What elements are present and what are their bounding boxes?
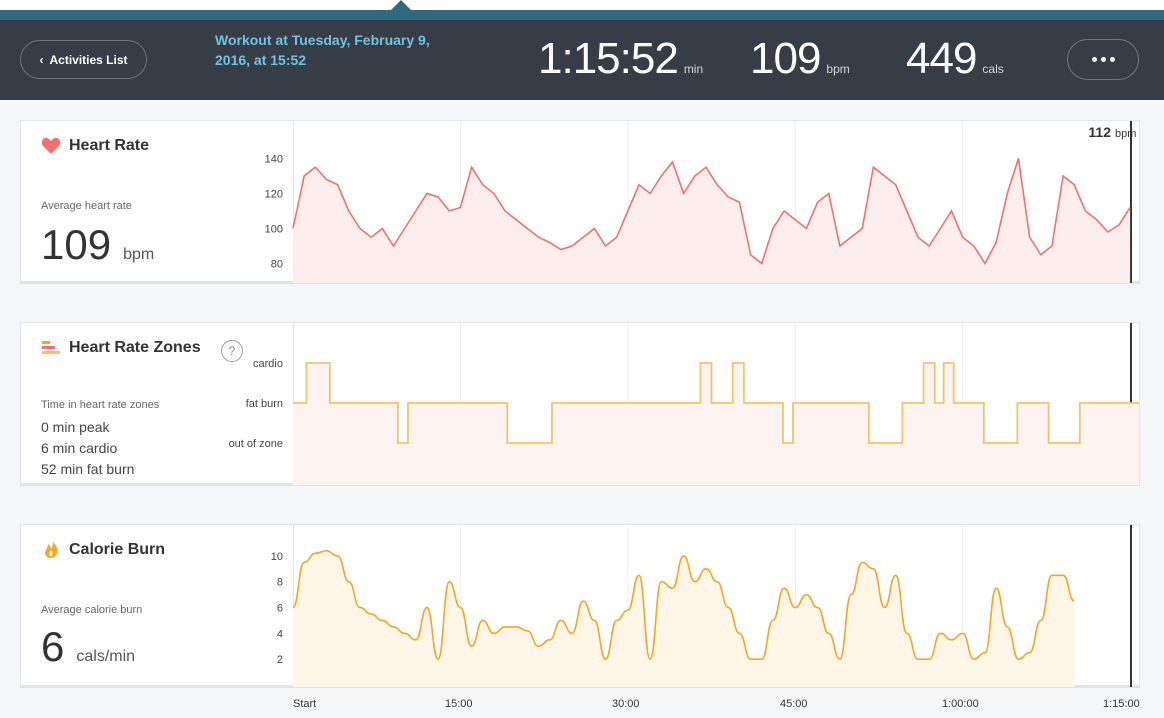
zones-label: Time in heart rate zones: [41, 399, 160, 411]
series-area: [293, 158, 1131, 283]
zones-list: Time in heart rate zones 0 min peak 6 mi…: [41, 397, 159, 480]
avg-calorie-unit: cals/min: [76, 648, 136, 665]
zone-line: [293, 362, 1139, 444]
heart-rate-title: Heart Rate: [41, 137, 149, 155]
avg-heart-value: 109 bpm: [41, 221, 154, 269]
heart-value: 109: [750, 34, 821, 83]
duration-stat: 1:15:52 min: [538, 34, 703, 84]
y-tick-label: 140: [265, 154, 283, 166]
avg-heart-unit: bpm: [123, 246, 155, 263]
calorie-title: Calorie Burn: [41, 541, 165, 559]
accent-bar: [0, 10, 1164, 20]
avg-calorie-label: Average calorie burn: [41, 604, 143, 616]
series-line: [292, 158, 1131, 266]
workout-title: Workout at Tuesday, February 9, 2016, at…: [215, 32, 430, 68]
y-tick-label: 4: [277, 628, 283, 640]
zones-title: Heart Rate Zones: [41, 339, 201, 357]
heart-rate-zones-chart[interactable]: cardio fat burn out of zone: [229, 323, 1141, 485]
help-icon[interactable]: ?: [221, 340, 243, 362]
calorie-summary: Calorie Burn Average calorie burn 6 cals…: [21, 525, 293, 685]
more-dot: [1091, 57, 1097, 62]
calorie-burn-chart[interactable]: 10 8 6 4 2: [271, 525, 1141, 687]
calorie-title-text: Calorie Burn: [69, 541, 166, 558]
workout-header: ‹ Activities List Workout at Tuesday, Fe…: [0, 20, 1164, 100]
y-tick-label: 8: [277, 577, 283, 589]
heart-rate-title-text: Heart Rate: [69, 137, 150, 154]
zones-summary: Heart Rate Zones ? Time in heart rate zo…: [21, 323, 293, 483]
heart-rate-summary: Heart Rate Average heart rate 109 bpm: [21, 121, 293, 281]
y-tick-label: 120: [265, 189, 283, 201]
x-tick-label: 1:00:00: [942, 698, 979, 710]
x-tick-label: 15:00: [445, 698, 473, 710]
y-tick-label: 100: [265, 224, 283, 236]
y-tick-label: 2: [277, 654, 283, 666]
zone-cardio: 6 min cardio: [41, 440, 118, 456]
flame-icon: [45, 542, 58, 558]
y-tick-label: 80: [271, 259, 283, 271]
zone-tick-label: cardio: [253, 358, 283, 370]
y-tick-label: 6: [277, 603, 283, 615]
avg-heart-label: Average heart rate: [41, 200, 132, 212]
current-heart-value: 112: [1088, 124, 1111, 140]
activities-list-button[interactable]: ‹ Activities List: [20, 40, 147, 79]
zone-tick-label: out of zone: [229, 438, 283, 450]
duration-value: 1:15:52: [538, 34, 679, 83]
x-tick-label: 45:00: [780, 698, 808, 710]
heart-icon: [41, 137, 61, 154]
chevron-left-icon: ‹: [39, 52, 44, 67]
series-area: [293, 550, 1075, 687]
activities-list-label: Activities List: [49, 52, 128, 67]
more-options-button[interactable]: [1067, 39, 1139, 80]
heart-stat: 109 bpm: [750, 34, 850, 84]
more-dot: [1109, 57, 1115, 62]
duration-unit: min: [683, 62, 704, 76]
y-tick-label: 10: [271, 551, 283, 563]
avg-heart-number: 109: [41, 221, 112, 268]
avg-calorie-value: 6 cals/min: [41, 623, 135, 671]
zone-fat-burn: 52 min fat burn: [41, 461, 135, 477]
heart-rate-card: Heart Rate Average heart rate 109 bpm 14…: [20, 120, 1141, 283]
x-tick-label: Start: [293, 698, 317, 710]
current-heart-unit: bpm: [1115, 128, 1136, 140]
x-tick-label: 30:00: [612, 698, 640, 710]
avg-calorie-number: 6: [41, 623, 65, 670]
heart-rate-zones-card: Heart Rate Zones ? Time in heart rate zo…: [20, 322, 1141, 485]
more-dot: [1100, 57, 1106, 62]
zone-tick-label: fat burn: [246, 398, 283, 410]
calories-value: 449: [906, 34, 977, 83]
heart-unit: bpm: [826, 62, 850, 76]
heart-rate-chart[interactable]: 140 120 100 80 112 bpm: [265, 121, 1141, 283]
series-line: [292, 549, 1075, 660]
top-strip: [0, 0, 1164, 12]
calorie-burn-card: Calorie Burn Average calorie burn 6 cals…: [20, 524, 1141, 687]
x-tick-label: 1:15:00: [1103, 698, 1140, 710]
calories-unit: cals: [982, 62, 1004, 76]
zone-peak: 0 min peak: [41, 419, 110, 435]
zones-title-text: Heart Rate Zones: [69, 339, 201, 356]
calories-stat: 449 cals: [906, 34, 1004, 84]
zones-icon: [42, 341, 60, 354]
accent-notch: [390, 0, 412, 11]
zone-area: [293, 363, 1139, 485]
